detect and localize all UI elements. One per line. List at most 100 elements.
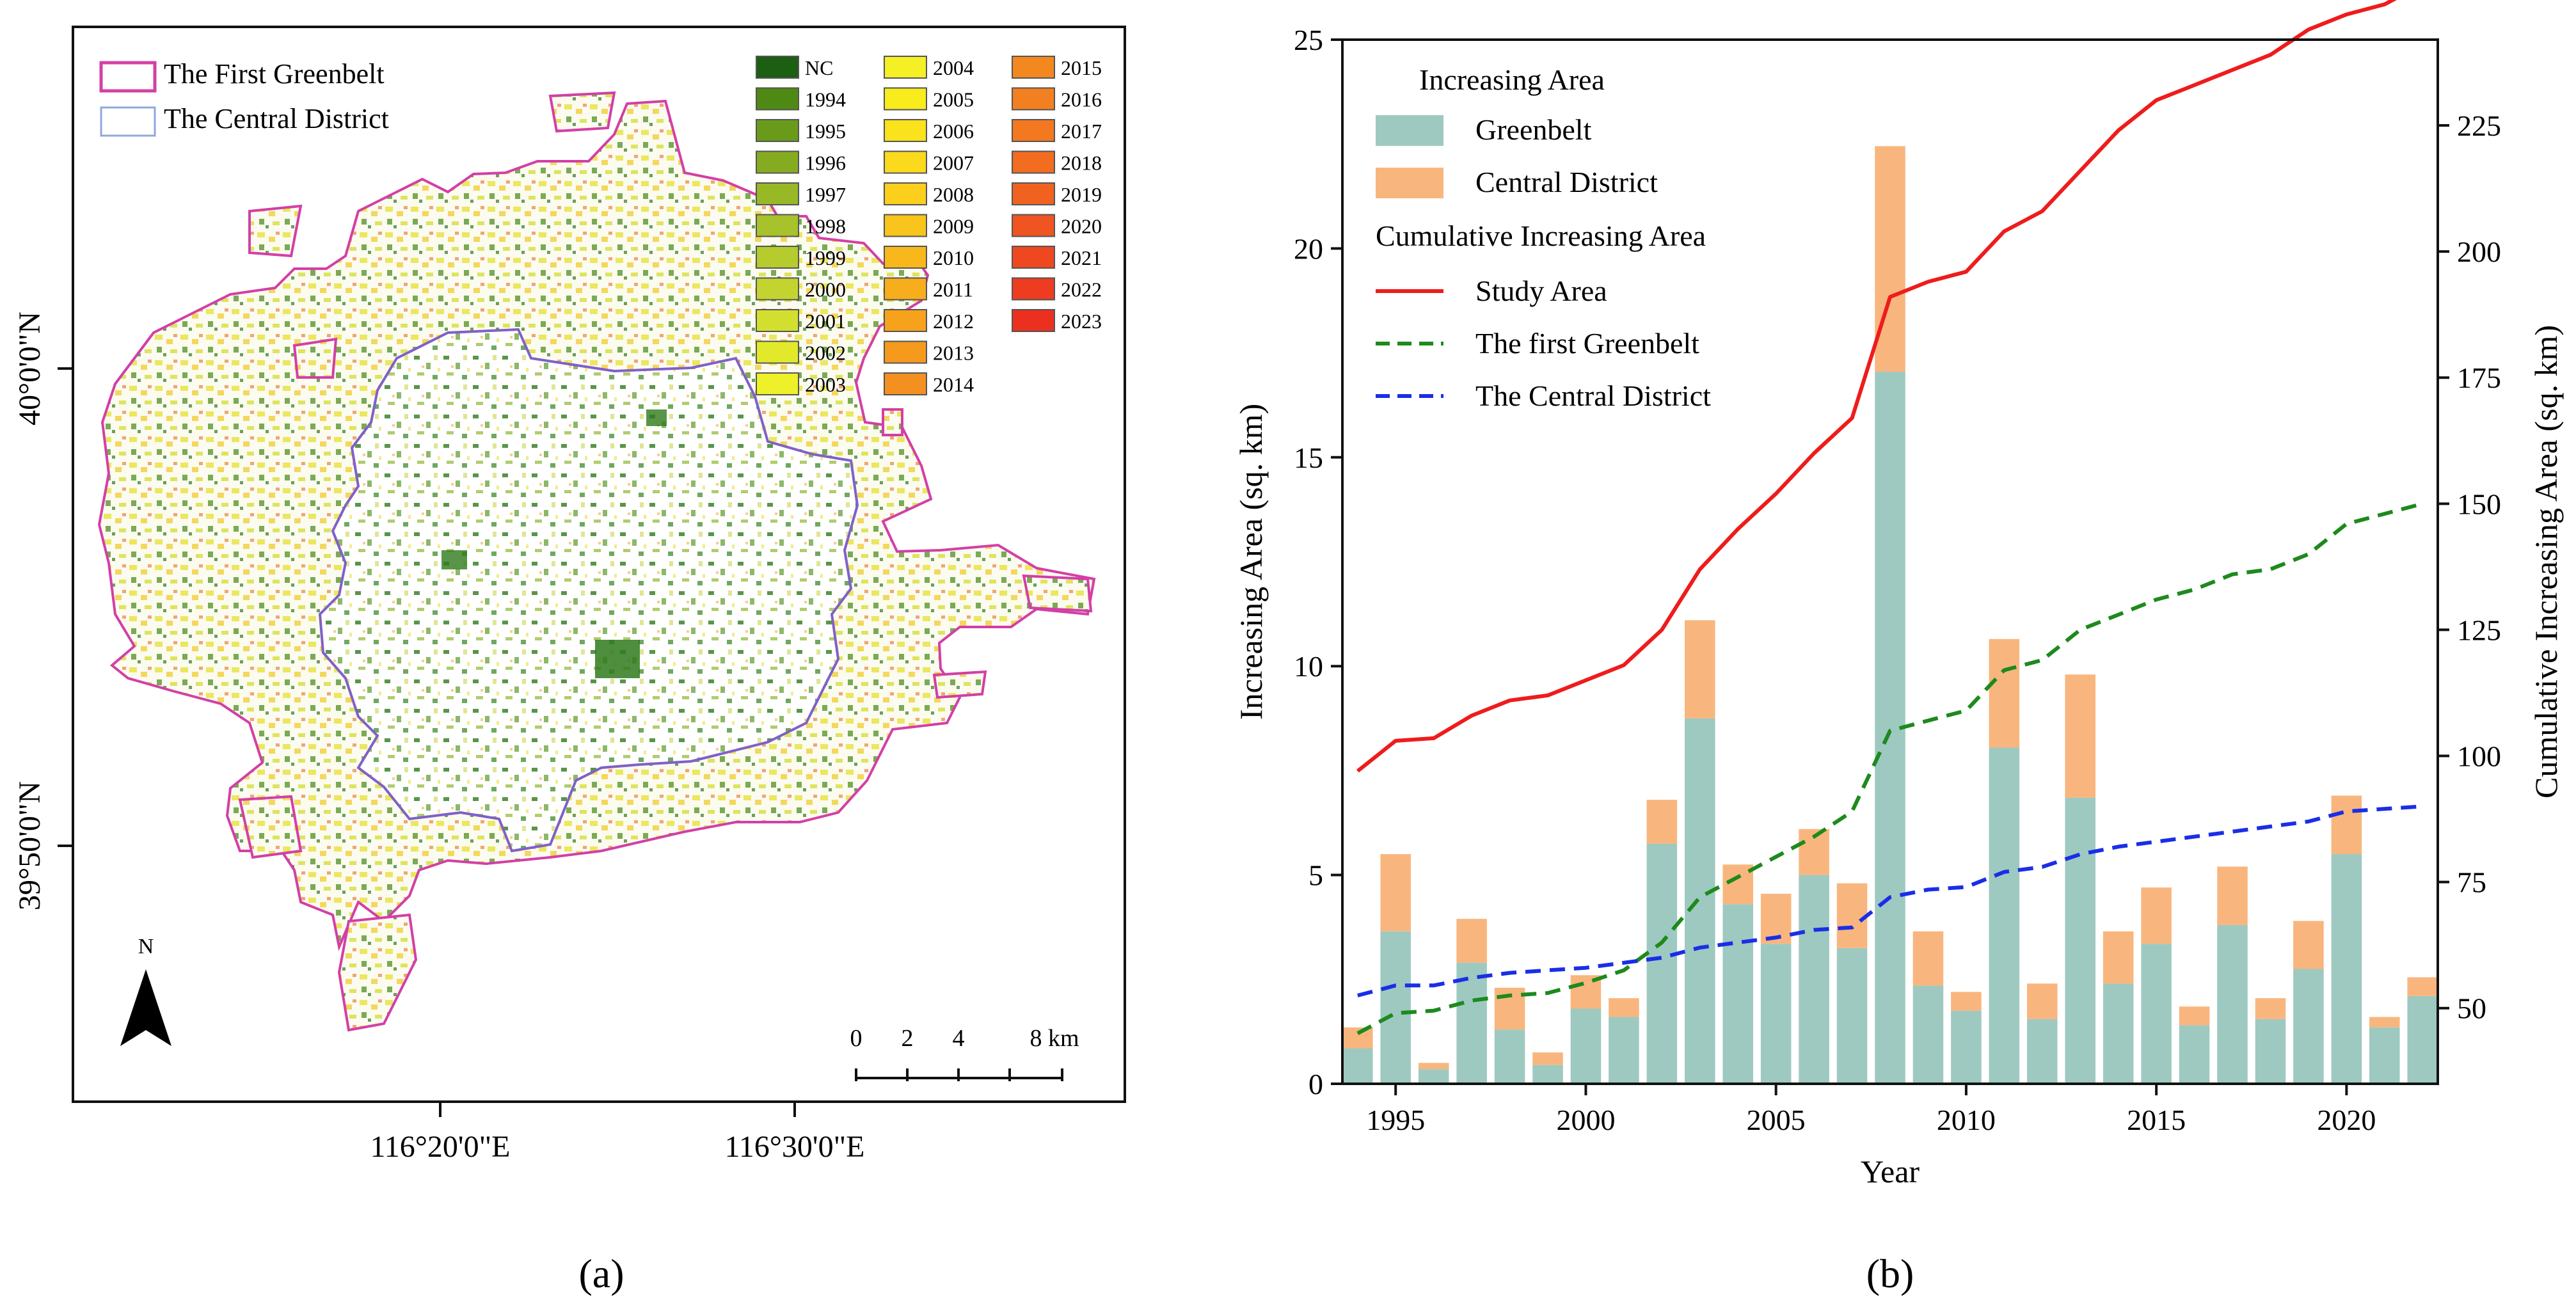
greenbelt-patch: [548, 91, 616, 133]
year-legend-swatch: [1012, 87, 1055, 111]
x-axis-label: Year: [1861, 1154, 1920, 1189]
year-legend-swatch: [884, 340, 927, 364]
year-legend-swatch: [884, 119, 927, 142]
legend-label-greenbelt: Greenbelt: [1475, 113, 1592, 146]
bar-greenbelt: [1836, 948, 1868, 1084]
bar-central-district: [2179, 1006, 2210, 1026]
year-legend-swatch: [884, 246, 927, 269]
year-legend-swatch: [1012, 277, 1055, 301]
y2-tick-label: 100: [2457, 740, 2501, 773]
bar-central-district: [1760, 893, 1792, 944]
year-legend-label: 2000: [805, 278, 846, 301]
central-district-boundary: [318, 328, 859, 853]
year-legend-label: 2020: [1061, 215, 1102, 238]
bar-central-district: [2293, 921, 2324, 969]
year-legend-label: 2001: [805, 310, 846, 333]
year-legend-swatch: [756, 246, 799, 269]
legend-label-central: The Central District: [164, 103, 389, 134]
year-legend-swatch: [884, 309, 927, 332]
legend-heading-bars: Increasing Area: [1419, 63, 1605, 96]
x-tick-label: 1995: [1366, 1104, 1425, 1136]
y2-tick-label: 150: [2457, 488, 2501, 520]
greenbelt-patch: [882, 408, 903, 436]
year-legend-swatch: [1012, 214, 1055, 237]
greenbelt-patch: [932, 670, 987, 699]
bar-greenbelt: [2027, 1019, 2058, 1084]
greenbelt-patch: [248, 204, 303, 258]
year-legend-label: NC: [805, 56, 833, 79]
year-legend-label: 1998: [805, 215, 846, 238]
legend-label-central: Central District: [1475, 166, 1658, 198]
bar-central-district: [2065, 674, 2095, 798]
bar-greenbelt: [2065, 797, 2095, 1084]
axes: 1995 2000 2005 2010 2015 2020 0 5 10 15 20 25 50 75 10…: [1294, 24, 2501, 1136]
bar-central-district: [1951, 992, 1982, 1011]
bar-central-district: [2027, 983, 2058, 1019]
y-tick-label: 25: [1294, 24, 1323, 56]
greenbelt-patch: [238, 795, 303, 859]
bar-greenbelt: [1609, 1017, 1639, 1084]
year-legend-label: 2004: [933, 56, 974, 79]
legend-label-first-greenbelt: The first Greenbelt: [1475, 327, 1699, 360]
year-legend-label: 2018: [1061, 152, 1102, 175]
bar-greenbelt: [2103, 983, 2134, 1084]
bar-greenbelt: [1418, 1069, 1449, 1084]
year-legend-label: 2019: [1061, 183, 1102, 206]
bar-central-district: [1646, 800, 1678, 844]
line-central-district: [1357, 804, 2423, 997]
year-legend-swatch: [756, 87, 799, 111]
x-tick-label: 2010: [1937, 1104, 1996, 1136]
year-legend-label: 1995: [805, 120, 846, 143]
line-first-greenbelt: [1356, 502, 2423, 1035]
bar-central-district: [1456, 919, 1487, 963]
year-legend-label: 1994: [805, 88, 846, 111]
y2-tick-label: 175: [2457, 361, 2501, 394]
y-tick-label: 10: [1294, 650, 1323, 683]
bar-greenbelt: [1646, 843, 1678, 1084]
scale-bar: 0 2 4 8 km: [850, 1025, 1079, 1081]
scale-label: 4: [953, 1025, 965, 1052]
y-tick-label: 5: [1308, 859, 1323, 892]
legend-swatch-greenbelt: [99, 61, 157, 93]
year-legend-label: 2011: [933, 278, 973, 301]
year-legend-swatch: [884, 214, 927, 237]
bar-greenbelt: [1722, 904, 1753, 1084]
bar-greenbelt: [2217, 924, 2248, 1084]
bar-central-district: [1380, 853, 1411, 932]
scale-label: 0: [850, 1025, 863, 1052]
bar-central-district: [2407, 977, 2438, 996]
year-legend-swatch: [884, 56, 927, 79]
bar-greenbelt: [1989, 747, 2020, 1084]
legend-label-greenbelt: The First Greenbelt: [164, 58, 385, 90]
y-tick-label: 15: [1294, 441, 1323, 474]
legend-label-central-district-line: The Central District: [1475, 379, 1711, 412]
y2-tick-label: 125: [2457, 614, 2501, 646]
year-legend-swatch: [884, 277, 927, 301]
legend-label-study-area: Study Area: [1475, 274, 1607, 307]
plot-area: [1342, 0, 2438, 1084]
bar-central-district: [2369, 1017, 2400, 1027]
year-legend-label: 2014: [933, 373, 974, 396]
bar-greenbelt: [1380, 931, 1411, 1084]
year-legend-label: 2003: [805, 373, 846, 396]
year-legend-label: 2006: [933, 120, 974, 143]
year-legend-swatch: [756, 56, 799, 79]
y2-tick-label: 50: [2457, 992, 2486, 1025]
year-legend-swatch: [884, 150, 927, 174]
bar-central-district: [2255, 998, 2286, 1019]
bar-central-district: [2141, 887, 2172, 944]
legend-swatch-central: [1376, 168, 1443, 198]
year-legend-label: 2021: [1061, 246, 1102, 269]
year-legend-label: 2023: [1061, 310, 1102, 333]
bar-central-district: [1532, 1052, 1563, 1065]
year-legend-label: 2015: [1061, 56, 1102, 79]
bar-central-district: [1912, 931, 1944, 986]
year-legend-swatch: [756, 309, 799, 332]
year-legend-label: 2005: [933, 88, 974, 111]
north-label: N: [138, 935, 154, 958]
boundary-legend: The First Greenbelt The Central District: [99, 58, 389, 137]
park-patch: [646, 409, 667, 426]
bar-central-district: [1685, 620, 1715, 718]
bar-central-district: [1989, 639, 2020, 748]
